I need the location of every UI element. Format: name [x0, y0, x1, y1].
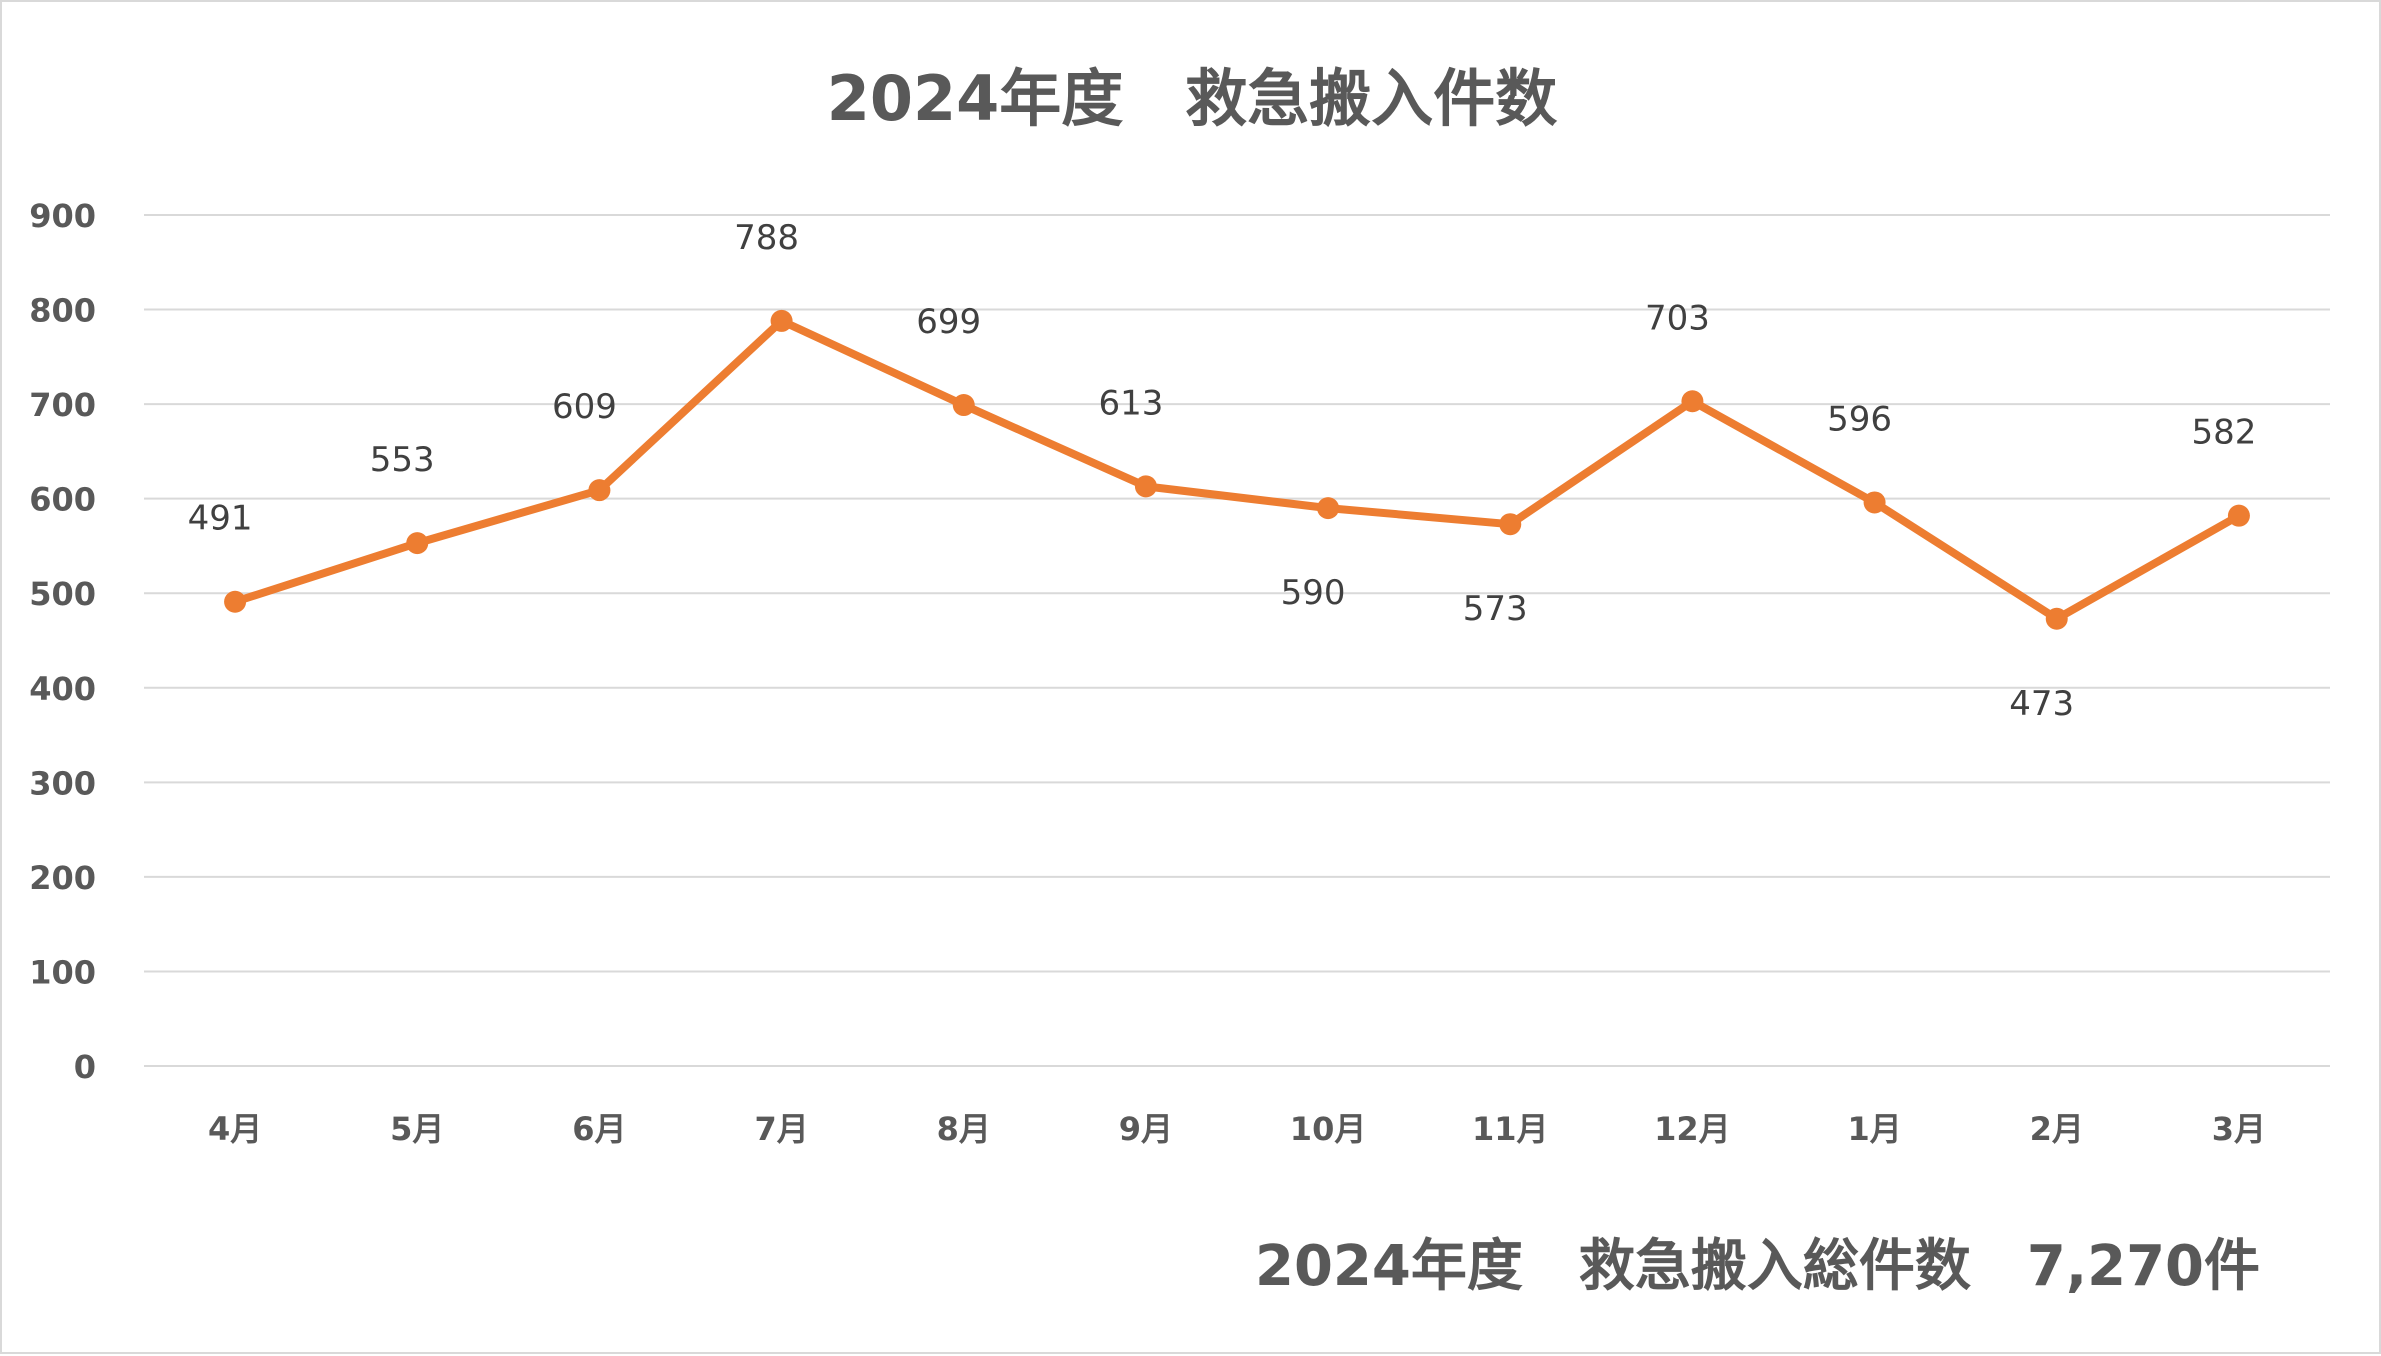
data-point — [588, 479, 611, 502]
chart-title: 2024年度 救急搬入件数 — [827, 62, 1558, 135]
y-tick-label: 400 — [29, 670, 96, 708]
x-tick-label: 5月 — [390, 1110, 444, 1148]
x-tick-label: 6月 — [572, 1110, 626, 1148]
x-tick-label: 9月 — [1119, 1110, 1173, 1148]
y-tick-label: 100 — [29, 953, 96, 991]
data-point — [1681, 390, 1704, 413]
data-label: 582 — [2191, 413, 2256, 453]
x-tick-label: 10月 — [1290, 1110, 1367, 1148]
data-point — [1863, 491, 1886, 514]
data-label: 703 — [1645, 298, 1710, 338]
gridlines — [144, 214, 2330, 1067]
x-tick-label: 1月 — [1847, 1110, 1901, 1148]
x-tick-label: 11月 — [1472, 1110, 1549, 1148]
data-point — [406, 532, 429, 555]
data-point — [2045, 607, 2068, 630]
x-tick-label: 8月 — [937, 1110, 991, 1148]
data-point — [2227, 504, 2250, 527]
data-labels: 491 553 609 788 699 613 590 573 703 596 473 582 — [188, 218, 2257, 724]
data-point — [1134, 475, 1157, 498]
data-label: 613 — [1098, 383, 1163, 423]
data-label: 596 — [1827, 399, 1892, 439]
x-tick-label: 3月 — [2212, 1110, 2266, 1148]
x-tick-label: 12月 — [1654, 1110, 1731, 1148]
x-tick-label: 7月 — [754, 1110, 808, 1148]
data-point — [770, 309, 793, 332]
x-tick-label: 4月 — [208, 1110, 262, 1148]
y-axis: 0 100 200 300 400 500 600 700 800 900 — [29, 197, 96, 1086]
y-tick-label: 500 — [29, 575, 96, 613]
data-label: 590 — [1281, 573, 1346, 613]
data-point — [1317, 497, 1340, 520]
data-label: 491 — [188, 499, 253, 539]
data-label: 699 — [916, 302, 981, 342]
x-axis: 4月 5月 6月 7月 8月 9月 10月 11月 12月 1月 2月 3月 — [208, 1110, 2266, 1148]
y-tick-label: 200 — [29, 859, 96, 897]
y-tick-label: 700 — [29, 386, 96, 424]
data-label: 573 — [1463, 589, 1528, 629]
y-tick-label: 900 — [29, 197, 96, 235]
y-tick-label: 600 — [29, 481, 96, 519]
data-point — [1499, 513, 1522, 536]
y-tick-label: 800 — [29, 292, 96, 330]
data-point — [224, 590, 247, 613]
data-label: 473 — [2009, 684, 2074, 724]
x-tick-label: 2月 — [2030, 1110, 2084, 1148]
y-tick-label: 300 — [29, 764, 96, 802]
series-line — [231, 316, 2243, 623]
data-label: 609 — [552, 387, 617, 427]
data-point — [952, 394, 975, 417]
data-label: 553 — [370, 440, 435, 480]
total-count-note: 2024年度 救急搬入総件数 7,270件 — [1255, 1234, 2260, 1299]
data-label: 788 — [734, 218, 799, 258]
y-tick-label: 0 — [74, 1048, 96, 1086]
series — [224, 309, 2250, 630]
